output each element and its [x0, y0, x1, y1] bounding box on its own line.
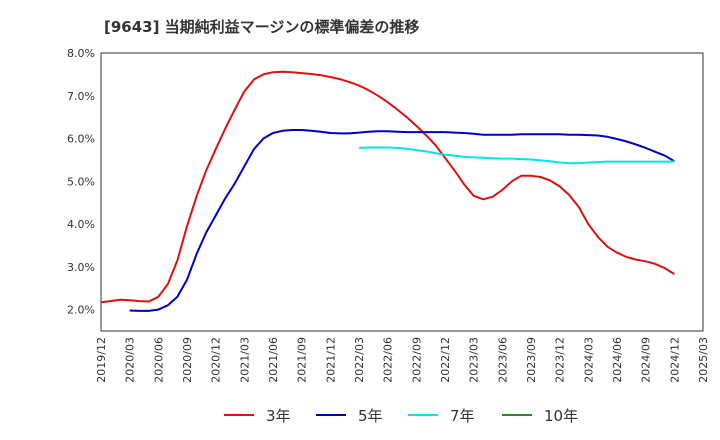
legend-item-3yr: 3年 [224, 404, 291, 426]
series-line-0 [100, 70, 675, 304]
x-tick-label: 2021/09 [296, 337, 309, 383]
legend-label-5yr: 5年 [358, 406, 383, 425]
legend-label-7yr: 7年 [450, 406, 475, 425]
legend-swatch-3yr [224, 414, 254, 416]
x-tick-label: 2023/12 [554, 337, 567, 383]
legend-item-5yr: 5年 [316, 404, 383, 426]
x-tick-label: 2023/06 [496, 337, 509, 383]
x-tick-label: 2022/09 [410, 337, 423, 383]
axes [100, 52, 704, 332]
x-tick-label: 2019/12 [95, 337, 108, 383]
y-tick-label: 7.0% [67, 90, 95, 103]
x-tick-label: 2023/09 [525, 337, 538, 383]
series-lines [100, 70, 675, 312]
x-tick-label: 2020/03 [124, 337, 137, 383]
x-tick-label: 2022/03 [353, 337, 366, 383]
x-tick-labels: 2019/12 2020/03 2020/06 2020/09 2020/12 2021/… [95, 337, 710, 383]
legend-swatch-10yr [502, 414, 532, 416]
x-tick-label: 2025/03 [697, 337, 710, 383]
x-tick-label: 2022/06 [382, 337, 395, 383]
legend: 3年 5年 7年 10年 [0, 404, 720, 426]
y-tick-label: 6.0% [67, 133, 95, 146]
series-line-2 [358, 146, 675, 165]
x-tick-label: 2024/06 [611, 337, 624, 383]
y-tick-label: 3.0% [67, 261, 95, 274]
x-tick-label: 2022/12 [439, 337, 452, 383]
x-tick-label: 2020/09 [181, 337, 194, 383]
legend-swatch-7yr [408, 414, 438, 416]
legend-label-10yr: 10年 [544, 406, 579, 425]
legend-label-3yr: 3年 [266, 406, 291, 425]
x-tick-label: 2023/03 [468, 337, 481, 383]
y-tick-label: 8.0% [67, 47, 95, 60]
x-tick-label: 2024/09 [640, 337, 653, 383]
y-tick-label: 5.0% [67, 175, 95, 188]
y-tick-labels: 2.0% 3.0% 4.0% 5.0% 6.0% 7.0% 8.0% [67, 47, 95, 317]
legend-swatch-5yr [316, 414, 346, 416]
x-tick-label: 2024/12 [668, 337, 681, 383]
x-tick-label: 2021/06 [267, 337, 280, 383]
y-tick-label: 2.0% [67, 304, 95, 317]
y-tick-label: 4.0% [67, 218, 95, 231]
legend-item-7yr: 7年 [408, 404, 475, 426]
chart-title: [9643] 当期純利益マージンの標準偏差の推移 [104, 18, 420, 36]
x-tick-label: 2020/12 [210, 337, 223, 383]
x-tick-label: 2021/12 [324, 337, 337, 383]
x-tick-label: 2020/06 [152, 337, 165, 383]
x-tick-label: 2021/03 [238, 337, 251, 383]
series-line-1 [129, 129, 675, 312]
x-tick-label: 2024/03 [582, 337, 595, 383]
plot-frame [100, 52, 704, 332]
legend-item-10yr: 10年 [502, 404, 578, 426]
